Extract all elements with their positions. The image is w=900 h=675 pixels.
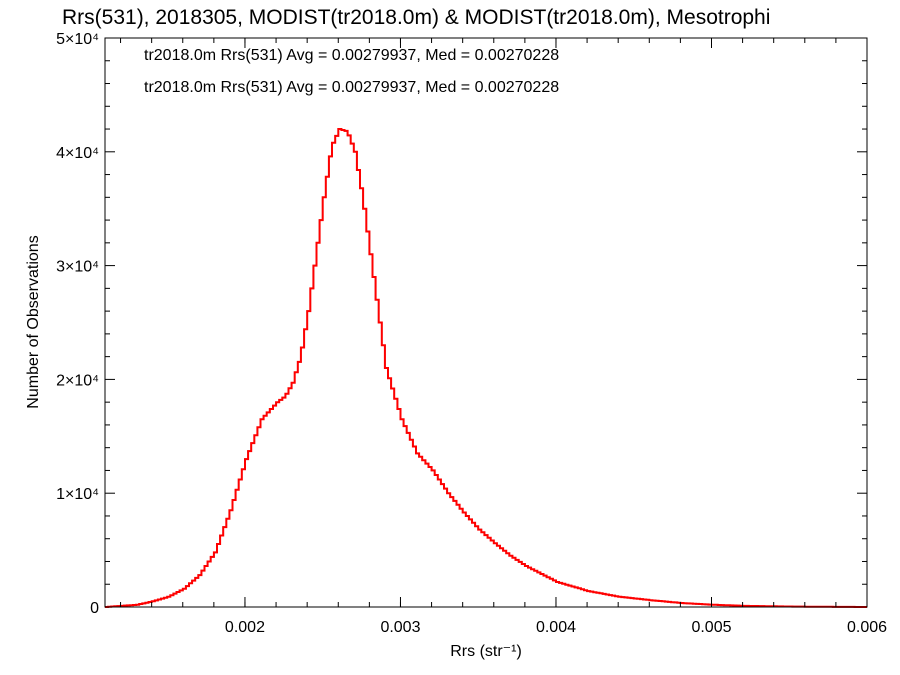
x-tick-label: 0.004: [536, 619, 576, 636]
chart-title: Rrs(531), 2018305, MODIST(tr2018.0m) & M…: [62, 6, 770, 29]
x-tick-label: 0.006: [847, 619, 887, 636]
y-axis: 0 1×10⁴ 2×10⁴ 3×10⁴ 4×10⁴ 5×10⁴: [56, 31, 867, 617]
plot-frame: [104, 37, 868, 608]
y-tick-label: 0: [90, 600, 99, 617]
series-line-2: [105, 128, 867, 608]
x-axis: 0.002 0.003 0.004 0.005 0.006: [120, 38, 887, 636]
legend-entry-series-1: tr2018.0m Rrs(531) Avg = 0.00279937, Med…: [144, 47, 559, 64]
y-tick-label: 2×10⁴: [56, 372, 99, 389]
y-tick-label: 1×10⁴: [56, 486, 99, 503]
y-tick-label: 3×10⁴: [56, 259, 99, 276]
y-tick-label: 5×10⁴: [56, 31, 99, 48]
plot-area: [105, 128, 867, 608]
legend-entry-series-2: tr2018.0m Rrs(531) Avg = 0.00279937, Med…: [144, 79, 559, 96]
x-tick-label: 0.003: [380, 619, 420, 636]
x-tick-label: 0.002: [225, 619, 265, 636]
x-axis-label: Rrs (str⁻¹): [450, 643, 522, 660]
y-axis-label: Number of Observations: [25, 235, 42, 408]
y-tick-label: 4×10⁴: [56, 145, 99, 162]
x-tick-label: 0.005: [691, 619, 731, 636]
